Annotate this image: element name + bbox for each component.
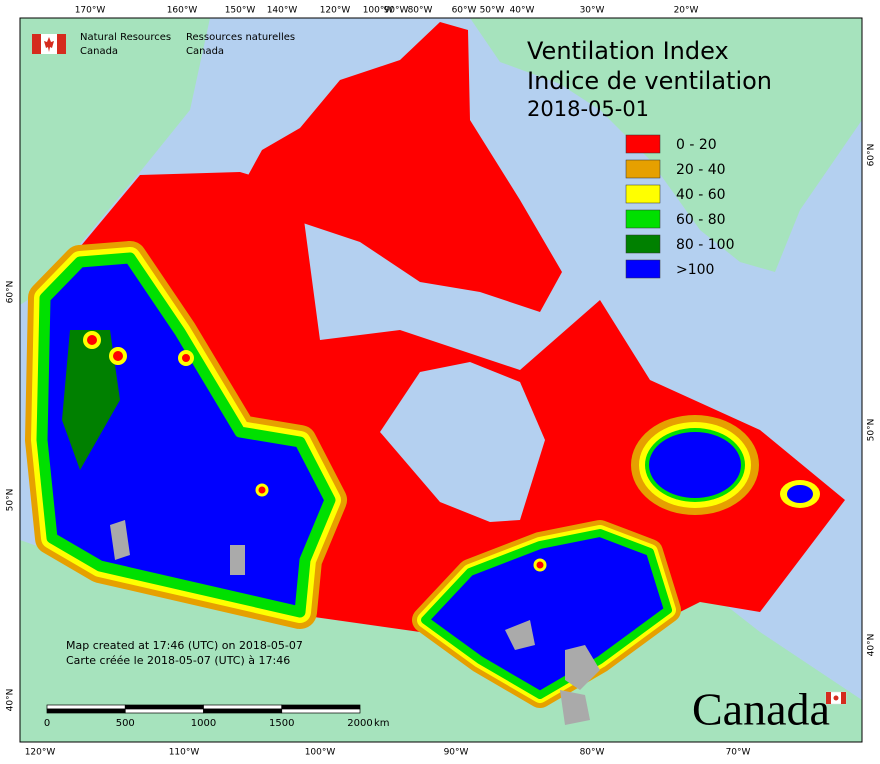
graticule-label: 60°N bbox=[6, 281, 16, 304]
legend-swatch bbox=[625, 159, 661, 179]
scale-segment bbox=[281, 708, 361, 714]
legend-swatch bbox=[625, 134, 661, 154]
map-frame bbox=[20, 18, 862, 742]
legend-label: 0 - 20 bbox=[676, 137, 717, 153]
arctic-islands bbox=[240, 22, 562, 312]
graticule-label: 50°N bbox=[6, 489, 16, 512]
graticule-label: 170°W bbox=[75, 6, 106, 16]
legend-label: >100 bbox=[676, 262, 714, 278]
legend-swatch bbox=[625, 234, 661, 254]
graticule-label: 40°N bbox=[6, 689, 16, 712]
alaska bbox=[20, 18, 210, 305]
scale-segment bbox=[124, 708, 204, 714]
scale-label: 1500 bbox=[269, 718, 294, 729]
graticule-label: 50°N bbox=[867, 419, 877, 442]
scale-label: 1000 bbox=[191, 718, 216, 729]
graticule-label: 70°W bbox=[726, 748, 751, 758]
wordmark-flag-bar bbox=[841, 692, 846, 704]
scale-label: 2000 bbox=[347, 718, 372, 729]
credit-fr: Carte créée le 2018-05-07 (UTC) à 17:46 bbox=[66, 654, 290, 667]
legend-label: 20 - 40 bbox=[676, 162, 726, 178]
graticule-label: 60°W bbox=[452, 6, 477, 16]
legend-label: 40 - 60 bbox=[676, 187, 726, 203]
flag-bar bbox=[57, 34, 66, 54]
maple-leaf bbox=[44, 37, 54, 52]
graticule-labels: 170°W 160°W 150°W 140°W 120°W 100°W90°W 80°W 60… bbox=[6, 6, 877, 758]
east-blue bbox=[421, 529, 672, 699]
lake bbox=[230, 545, 245, 575]
agency-fr: Ressources naturelles bbox=[186, 32, 295, 43]
hotspot bbox=[255, 483, 269, 497]
credit-en: Map created at 17:46 (UTC) on 2018-05-07 bbox=[66, 639, 303, 652]
graticule-label: 120°W bbox=[25, 748, 56, 758]
graticule-label: 90°W bbox=[384, 6, 409, 16]
hotspot bbox=[533, 558, 547, 572]
graticule-label: 20°W bbox=[674, 6, 699, 16]
scale-segment bbox=[281, 704, 361, 710]
legend-swatch bbox=[625, 184, 661, 204]
graticule-label: 40°W bbox=[510, 6, 535, 16]
baffin-south bbox=[520, 340, 640, 450]
scale-segment bbox=[46, 704, 126, 710]
hotspot bbox=[178, 350, 194, 366]
scale-label: 0 bbox=[44, 718, 50, 729]
map-border bbox=[19, 17, 863, 743]
legend-label: 80 - 100 bbox=[676, 237, 735, 253]
legend-swatch bbox=[625, 209, 661, 229]
hotspot bbox=[83, 331, 101, 349]
scale-label: 500 bbox=[116, 718, 135, 729]
wordmark-leaf bbox=[833, 695, 839, 701]
graticule-label: 100°W bbox=[305, 748, 336, 758]
greenland bbox=[470, 18, 862, 272]
graticule-label: 80°W bbox=[580, 748, 605, 758]
graticule-label: 60°N bbox=[867, 144, 877, 167]
graticule-label: 40°N bbox=[867, 634, 877, 657]
nfld-blue bbox=[787, 485, 813, 503]
scale-segment bbox=[203, 708, 283, 714]
great-lakes bbox=[110, 520, 600, 725]
scale-segment bbox=[124, 704, 204, 710]
graticule-label: 110°W bbox=[169, 748, 200, 758]
hotspots bbox=[83, 331, 547, 572]
graticule-label: 80°W bbox=[408, 6, 433, 16]
graticule-label: 150°W bbox=[225, 6, 256, 16]
legend-swatch bbox=[625, 259, 661, 279]
legend-label: 60 - 80 bbox=[676, 212, 726, 228]
graticule-label: 90°W bbox=[444, 748, 469, 758]
graticule-label: 120°W bbox=[320, 6, 351, 16]
flag-bar bbox=[32, 34, 41, 54]
title-en: Ventilation Index bbox=[527, 37, 729, 65]
graticule-label: 50°W bbox=[480, 6, 505, 16]
scale-segment bbox=[203, 704, 283, 710]
west-coast-green bbox=[62, 330, 120, 470]
title-date: 2018-05-01 bbox=[527, 97, 649, 121]
scale-segment bbox=[46, 708, 126, 714]
canada-wordmark: Canada bbox=[692, 684, 847, 735]
graticule-label: 30°W bbox=[580, 6, 605, 16]
wordmark: Canada bbox=[692, 684, 830, 735]
labrador-blue bbox=[649, 432, 741, 498]
west-blue bbox=[36, 252, 336, 618]
lake bbox=[110, 520, 130, 560]
lake bbox=[565, 645, 600, 690]
hotspot bbox=[109, 347, 127, 365]
nrcan-logo: Natural Resources Canada Ressources natu… bbox=[32, 32, 295, 57]
legend: 0 - 20 20 - 40 40 - 60 60 - 80 80 - 100 >100 bbox=[625, 134, 735, 279]
agency-en: Natural Resources bbox=[80, 32, 171, 43]
scale-bar: 0 500 1000 1500 2000 km bbox=[44, 704, 390, 729]
agency-en-2: Canada bbox=[80, 46, 118, 57]
graticule-label: 100°W bbox=[363, 6, 394, 16]
scale-unit: km bbox=[374, 718, 390, 729]
wordmark-flag-bar bbox=[826, 692, 831, 704]
lake bbox=[505, 620, 535, 650]
title-fr: Indice de ventilation bbox=[527, 67, 772, 95]
hudson-bay bbox=[380, 362, 545, 522]
lake bbox=[560, 690, 590, 725]
agency-fr-2: Canada bbox=[186, 46, 224, 57]
graticule-label: 140°W bbox=[267, 6, 298, 16]
graticule-label: 160°W bbox=[167, 6, 198, 16]
